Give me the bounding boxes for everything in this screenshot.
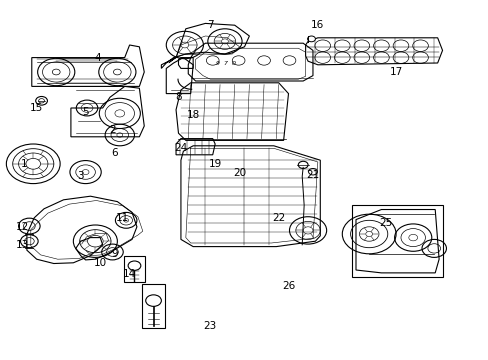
Text: 23: 23	[203, 321, 217, 331]
Text: 16: 16	[310, 20, 324, 30]
Text: 10: 10	[94, 258, 106, 268]
Text: 2: 2	[109, 125, 116, 135]
Text: 25: 25	[379, 218, 392, 228]
Text: 11: 11	[115, 213, 129, 223]
Text: 22: 22	[271, 213, 285, 223]
Text: 15: 15	[30, 103, 43, 113]
Text: 9: 9	[111, 249, 118, 259]
Text: 26: 26	[281, 281, 295, 291]
Text: 8: 8	[175, 92, 182, 102]
Text: 20: 20	[233, 168, 245, 178]
Text: 17: 17	[388, 67, 402, 77]
Circle shape	[82, 170, 89, 175]
Text: 13: 13	[15, 240, 29, 250]
Text: 19: 19	[208, 159, 222, 169]
Text: 6: 6	[111, 148, 118, 158]
Bar	[124, 256, 144, 282]
Text: 12: 12	[15, 222, 29, 232]
Text: 5: 5	[82, 107, 89, 117]
Text: 18: 18	[186, 110, 200, 120]
Bar	[351, 205, 442, 277]
Circle shape	[52, 69, 60, 75]
Text: 14: 14	[122, 269, 136, 279]
Bar	[142, 284, 165, 328]
Text: 24: 24	[174, 143, 187, 153]
Text: 1: 1	[21, 159, 28, 169]
Text: 7: 7	[206, 20, 213, 30]
Text: 3: 3	[77, 171, 84, 181]
Text: 4: 4	[94, 53, 101, 63]
Text: 9  7  0: 9 7 0	[216, 61, 236, 66]
Circle shape	[307, 36, 315, 42]
Text: 21: 21	[305, 170, 319, 180]
